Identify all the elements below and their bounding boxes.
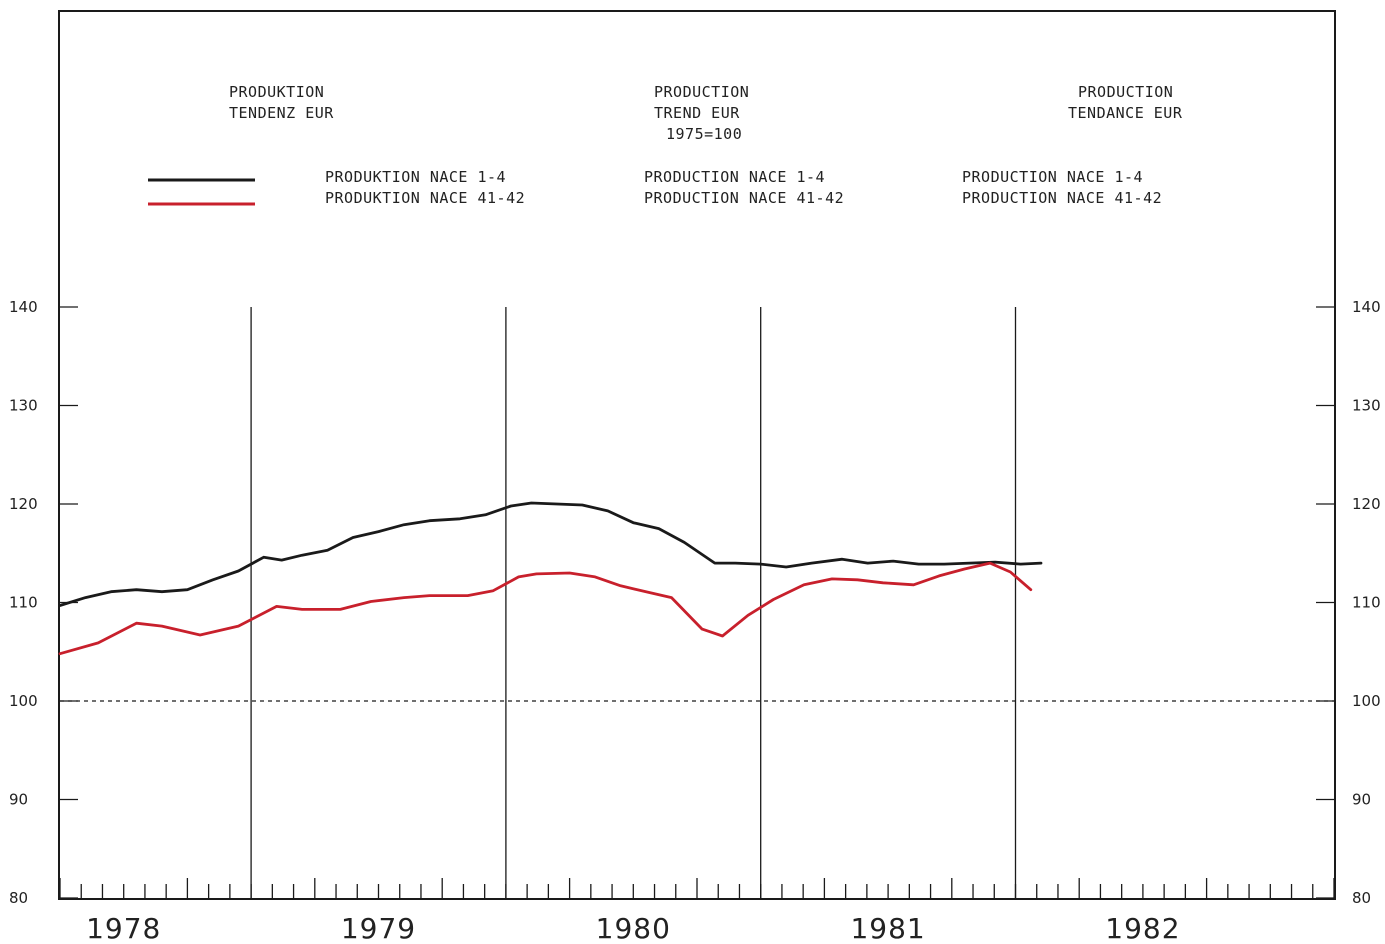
axes: 80 80 90 90 100 100 110 110 120 120 130 130 140 140 19… bbox=[9, 298, 1381, 944]
legend-german-nace-1-4: PRODUKTION NACE 1-4 bbox=[325, 168, 506, 186]
y-tick-label-left: 100 bbox=[9, 692, 38, 710]
series-line-1 bbox=[58, 501, 1043, 607]
series-line-2 bbox=[58, 561, 1033, 656]
x-tick-label-year: 1978 bbox=[86, 912, 161, 944]
header-german-line-1: PRODUKTION bbox=[229, 83, 324, 101]
x-tick-label-year: 1982 bbox=[1105, 912, 1180, 944]
y-tick-label-left: 140 bbox=[9, 298, 38, 316]
y-tick-label-right: 140 bbox=[1352, 298, 1381, 316]
plot-area bbox=[58, 501, 1334, 702]
x-tick-label-year: 1981 bbox=[850, 912, 925, 944]
y-tick-label-left: 110 bbox=[9, 594, 38, 612]
header-english-line-3: 1975=100 bbox=[666, 125, 742, 143]
y-tick-label-right: 90 bbox=[1352, 791, 1371, 809]
legend-german-nace-41-42: PRODUKTION NACE 41-42 bbox=[325, 189, 525, 207]
legend-french-nace-1-4: PRODUCTION NACE 1-4 bbox=[962, 168, 1143, 186]
chart-frame bbox=[58, 10, 1336, 900]
legend-english-nace-41-42: PRODUCTION NACE 41-42 bbox=[644, 189, 844, 207]
y-tick-label-right: 100 bbox=[1352, 692, 1381, 710]
legend-german: PRODUKTION NACE 1-4 PRODUKTION NACE 41-4… bbox=[325, 168, 525, 207]
legend-english-nace-1-4: PRODUCTION NACE 1-4 bbox=[644, 168, 825, 186]
y-tick-label-left: 80 bbox=[9, 889, 28, 907]
y-tick-label-right: 110 bbox=[1352, 594, 1381, 612]
y-tick-label-left: 130 bbox=[9, 397, 38, 415]
x-tick-label-year: 1980 bbox=[596, 912, 671, 944]
header-english-line-2: TREND EUR bbox=[654, 104, 740, 122]
y-tick-label-right: 130 bbox=[1352, 397, 1381, 415]
header-french-line-2: TENDANCE EUR bbox=[1068, 104, 1183, 122]
legend-english: PRODUCTION NACE 1-4 PRODUCTION NACE 41-4… bbox=[644, 168, 844, 207]
header-german-line-2: TENDENZ EUR bbox=[229, 104, 334, 122]
y-tick-label-right: 80 bbox=[1352, 889, 1371, 907]
legend-french-nace-41-42: PRODUCTION NACE 41-42 bbox=[962, 189, 1162, 207]
header-german: PRODUKTION TENDENZ EUR bbox=[229, 83, 334, 122]
header-french: PRODUCTION TENDANCE EUR bbox=[1068, 83, 1183, 122]
y-tick-label-left: 90 bbox=[9, 791, 28, 809]
x-tick-label-year: 1979 bbox=[341, 912, 416, 944]
header-french-line-1: PRODUCTION bbox=[1078, 83, 1173, 101]
legend-french: PRODUCTION NACE 1-4 PRODUCTION NACE 41-4… bbox=[962, 168, 1162, 207]
y-tick-label-right: 120 bbox=[1352, 495, 1381, 513]
header-english-line-1: PRODUCTION bbox=[654, 83, 749, 101]
y-tick-label-left: 120 bbox=[9, 495, 38, 513]
header-english: PRODUCTION TREND EUR 1975=100 bbox=[654, 83, 749, 143]
